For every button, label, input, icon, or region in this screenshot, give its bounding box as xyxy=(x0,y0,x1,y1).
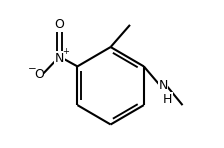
Text: O: O xyxy=(54,18,64,31)
Text: N: N xyxy=(55,52,64,65)
Text: −: − xyxy=(27,64,36,74)
Text: N: N xyxy=(159,79,168,92)
Text: H: H xyxy=(163,93,172,106)
Text: +: + xyxy=(62,47,69,56)
Text: O: O xyxy=(34,68,44,81)
